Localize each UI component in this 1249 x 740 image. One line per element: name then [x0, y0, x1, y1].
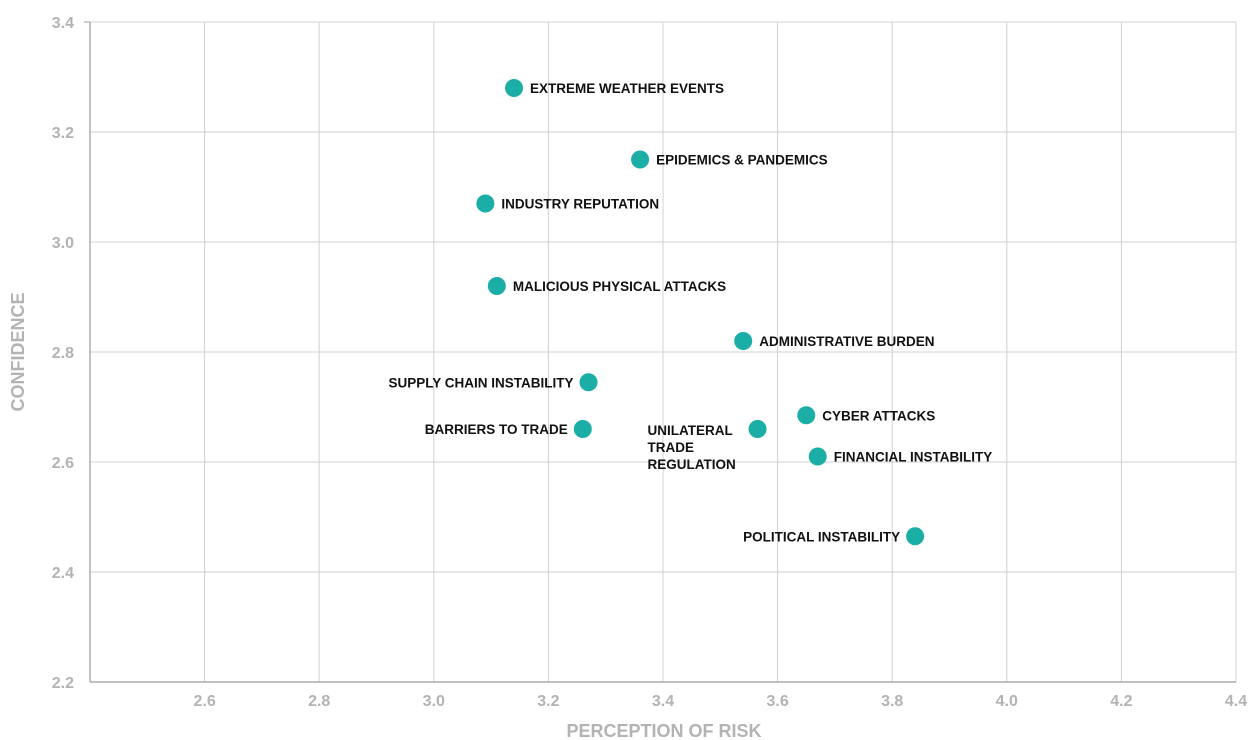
- point-label: EXTREME WEATHER EVENTS: [530, 81, 724, 96]
- data-point: [487, 277, 506, 295]
- tick-labels: 2.6 2.8 3.0 3.2 3.4 3.6 3.8 4.0 4.2 4.4 2.2 2.4 2.6 2…: [52, 15, 1247, 710]
- data-point: [797, 406, 816, 425]
- data-point: [573, 420, 592, 438]
- point-label: ADMINISTRATIVE BURDEN: [759, 334, 934, 349]
- x-tick-label: 2.8: [308, 693, 330, 710]
- data-points: EXTREME WEATHER EVENTS EPIDEMICS & PANDEM…: [388, 79, 993, 546]
- y-axis-title: CONFIDENCE: [8, 292, 28, 411]
- y-tick-label: 2.8: [52, 345, 74, 362]
- y-tick-label: 3.0: [52, 235, 74, 252]
- x-tick-label: 3.6: [766, 693, 788, 710]
- y-tick-label: 2.6: [52, 455, 74, 472]
- point-label: UNILATERAL: [648, 423, 733, 438]
- data-point: [808, 447, 827, 466]
- data-point: [579, 373, 598, 392]
- y-tick-label: 3.2: [52, 125, 74, 142]
- point-label: SUPPLY CHAIN INSTABILITY: [388, 375, 573, 390]
- x-tick-label: 3.4: [652, 693, 674, 710]
- point-label: TRADE: [648, 440, 695, 455]
- y-tick-label: 2.2: [52, 675, 74, 692]
- grid-layer: [90, 21, 1237, 682]
- x-tick-label: 2.6: [193, 693, 215, 710]
- data-point: [505, 79, 524, 97]
- data-point: [476, 194, 495, 213]
- point-label: EPIDEMICS & PANDEMICS: [656, 153, 828, 168]
- data-point: [734, 332, 753, 350]
- point-label: MALICIOUS PHYSICAL ATTACKS: [513, 279, 726, 294]
- point-label: POLITICAL INSTABILITY: [743, 529, 900, 544]
- point-label: CYBER ATTACKS: [822, 408, 935, 423]
- x-tick-label: 3.0: [423, 693, 445, 710]
- x-tick-label: 4.0: [996, 693, 1018, 710]
- x-tick-label: 3.2: [537, 693, 559, 710]
- point-label: INDUSTRY REPUTATION: [501, 197, 659, 212]
- x-axis-title: PERCEPTION OF RISK: [566, 721, 761, 740]
- axes-layer: [84, 21, 1236, 683]
- data-point: [631, 150, 650, 169]
- point-label: BARRIERS TO TRADE: [425, 422, 568, 437]
- y-tick-label: 3.4: [52, 15, 74, 32]
- point-label: REGULATION: [648, 457, 736, 472]
- x-tick-label: 4.2: [1110, 693, 1132, 710]
- point-label: FINANCIAL INSTABILITY: [834, 450, 993, 465]
- data-point: [748, 420, 767, 438]
- x-tick-label: 4.4: [1225, 693, 1247, 710]
- x-tick-label: 3.8: [881, 693, 903, 710]
- data-point: [906, 527, 925, 546]
- y-tick-label: 2.4: [52, 565, 74, 582]
